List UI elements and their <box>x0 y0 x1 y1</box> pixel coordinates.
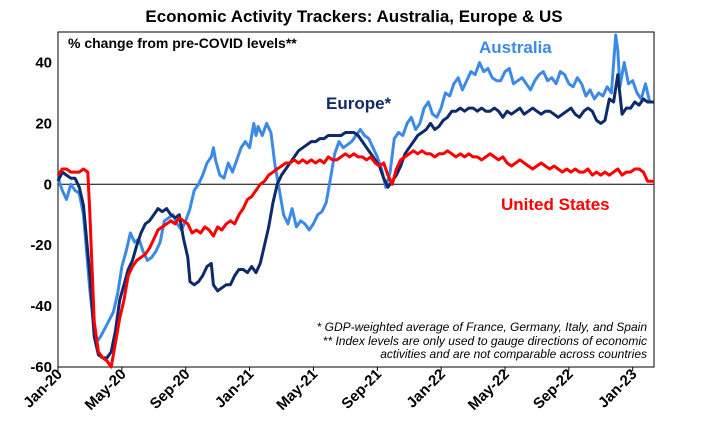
series-line-australia <box>56 33 654 345</box>
x-tick-label: Sep-22 <box>530 366 577 413</box>
x-tick-label: May-22 <box>465 366 513 414</box>
y-tick-label: -20 <box>30 237 52 254</box>
y-tick-label: 20 <box>35 115 52 132</box>
footnote-1: * GDP-weighted average of France, German… <box>317 320 648 334</box>
y-tick-label: 0 <box>44 176 52 193</box>
plot-frame <box>57 31 655 368</box>
y-tick-label: -40 <box>30 298 52 315</box>
series-line-europe <box>56 73 654 360</box>
x-tick-label: Jan-22 <box>403 366 449 412</box>
series-label-united-states: United States <box>501 195 610 214</box>
series-line-united-states <box>56 149 654 369</box>
y-tick-label: -60 <box>30 359 52 376</box>
series-lines <box>56 33 654 369</box>
x-tick-label: Sep-20 <box>147 366 194 413</box>
series-label-australia: Australia <box>479 38 552 57</box>
x-tick-label: Jan-21 <box>212 366 258 412</box>
x-tick-label: Sep-21 <box>338 366 385 413</box>
footnote-2: ** Index levels are only used to gauge d… <box>323 334 647 348</box>
chart-subtitle: % change from pre-COVID levels** <box>68 35 297 51</box>
x-tick-label: May-21 <box>273 366 321 414</box>
y-axis: 40 20 0 -20 -40 -60 <box>30 54 52 376</box>
x-tick-label: Jan-23 <box>595 366 641 412</box>
x-axis: Jan-20 May-20 Sep-20 Jan-21 May-21 Sep-21 Jan-… <box>20 366 640 414</box>
x-tick-label: May-20 <box>82 366 130 414</box>
chart-title: Economic Activity Trackers: Australia, E… <box>145 7 562 26</box>
footnote-3: activities and are not comparable across… <box>380 347 647 361</box>
y-tick-label: 40 <box>35 54 52 71</box>
series-label-europe: Europe* <box>326 94 392 113</box>
